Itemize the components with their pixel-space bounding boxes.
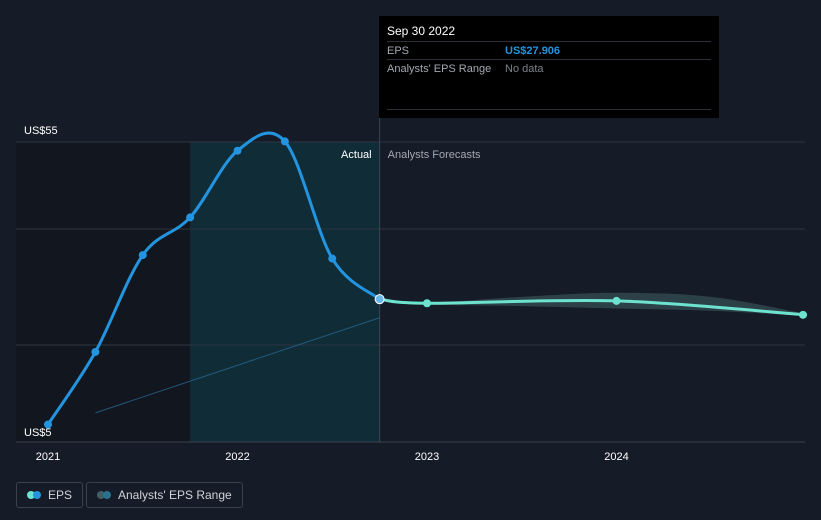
tooltip-panel: Sep 30 2022 EPS US$27.906 Analysts' EPS … bbox=[379, 16, 719, 118]
actual-label: Actual bbox=[341, 149, 372, 161]
eps-forecast-point-2 bbox=[612, 296, 621, 305]
y-tick-label-0: US$55 bbox=[24, 125, 58, 137]
legend-analyst-range[interactable]: Analysts' EPS Range bbox=[86, 482, 243, 508]
eps-forecast-point-3 bbox=[799, 310, 807, 319]
x-tick-label-1: 2022 bbox=[225, 451, 249, 463]
past-shade bbox=[16, 142, 191, 442]
eps-actual-point-4 bbox=[233, 146, 242, 155]
forecast-range-band bbox=[379, 292, 806, 316]
tooltip-eps-label: EPS bbox=[387, 45, 410, 57]
eps-actual-line bbox=[46, 131, 382, 426]
x-tick-label-2: 2023 bbox=[415, 451, 439, 463]
range-legend-icon bbox=[97, 491, 111, 499]
tooltip-date: Sep 30 2022 bbox=[387, 24, 456, 38]
highlight-band bbox=[190, 142, 380, 442]
eps-actual-point-5 bbox=[280, 137, 289, 146]
eps-forecast-point-1 bbox=[423, 299, 431, 308]
tooltip-eps-value: US$27.906 bbox=[505, 45, 561, 57]
tooltip-row-range: Analysts' EPS Range No data bbox=[387, 59, 711, 78]
trend-line bbox=[95, 317, 380, 414]
eps-actual-point-2 bbox=[138, 251, 147, 260]
legend-range-label: Analysts' EPS Range bbox=[118, 488, 232, 502]
eps-actual-point-3 bbox=[186, 213, 195, 222]
x-tick-label-3: 2024 bbox=[604, 451, 628, 463]
eps-actual-point-0 bbox=[44, 420, 52, 429]
eps-forecast-line bbox=[378, 297, 808, 317]
eps-actual-point-7 bbox=[374, 294, 385, 305]
eps-actual-point-6 bbox=[328, 254, 337, 263]
y-tick-label-1: US$5 bbox=[24, 427, 52, 439]
tooltip-row-eps: EPS US$27.906 bbox=[387, 41, 711, 60]
tooltip-range-value: No data bbox=[505, 63, 544, 75]
tooltip-range-label: Analysts' EPS Range bbox=[387, 63, 492, 75]
x-tick-label-0: 2021 bbox=[36, 451, 60, 463]
forecast-label: Analysts Forecasts bbox=[388, 149, 481, 161]
legend-eps-label: EPS bbox=[48, 488, 73, 502]
tooltip-divider bbox=[387, 109, 711, 110]
eps-legend-icon bbox=[27, 491, 41, 499]
legend-eps[interactable]: EPS bbox=[16, 482, 84, 508]
eps-actual-point-1 bbox=[91, 347, 100, 356]
